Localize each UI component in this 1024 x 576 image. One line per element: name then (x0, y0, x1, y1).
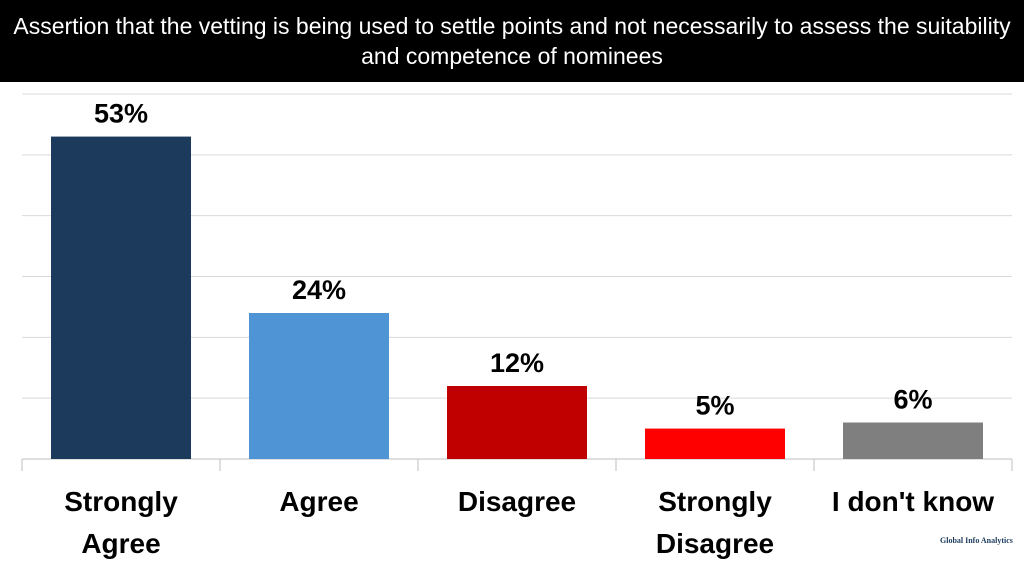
x-tick-label: I don't know (831, 486, 995, 517)
x-tick-label: Strongly Agree (64, 486, 178, 559)
x-tick-label: Agree (279, 486, 359, 517)
bar (249, 313, 389, 459)
value-label: 6% (893, 385, 932, 415)
value-label: 53% (94, 99, 148, 129)
x-tick-label: Strongly Disagree (655, 486, 775, 559)
value-label: 24% (292, 275, 346, 305)
logo: Global Info Analytics (940, 536, 1013, 545)
bar (51, 136, 191, 460)
bar (843, 422, 983, 459)
chart-title: Assertion that the vetting is being used… (0, 0, 1024, 82)
value-label: 12% (490, 348, 544, 378)
value-label: 5% (695, 391, 734, 421)
x-tick-label: Disagree (457, 486, 577, 517)
bar (645, 428, 785, 459)
bar (447, 386, 587, 459)
